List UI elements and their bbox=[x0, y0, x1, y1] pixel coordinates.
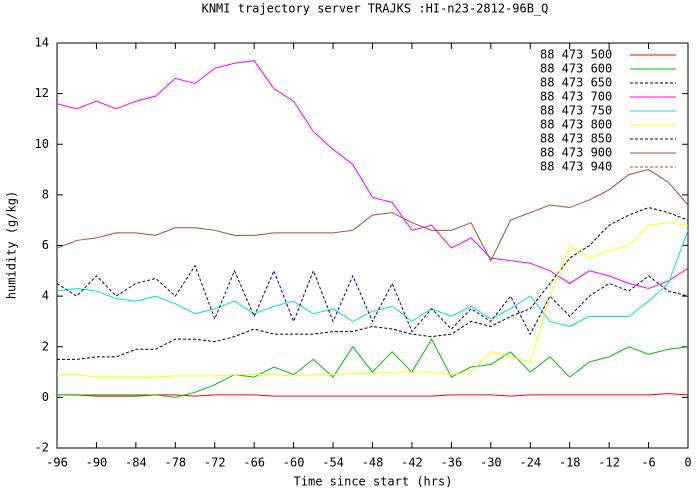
x-tick-label: -60 bbox=[283, 456, 305, 470]
y-tick-label: 12 bbox=[35, 86, 49, 100]
legend-label: 88 473 800 bbox=[540, 118, 612, 132]
series-line bbox=[57, 222, 689, 378]
x-tick-label: -96 bbox=[46, 456, 68, 470]
x-axis-label: Time since start (hrs) bbox=[294, 475, 453, 489]
x-tick-label: -42 bbox=[401, 456, 423, 470]
series-line bbox=[57, 207, 689, 360]
x-tick-label: -84 bbox=[125, 456, 147, 470]
x-tick-label: -12 bbox=[598, 456, 620, 470]
x-tick-label: -18 bbox=[559, 456, 581, 470]
x-tick-label: -72 bbox=[204, 456, 226, 470]
legend-label: 88 473 940 bbox=[540, 160, 612, 174]
x-tick-label: -6 bbox=[641, 456, 655, 470]
x-tick-label: -54 bbox=[322, 456, 344, 470]
legend-label: 88 473 600 bbox=[540, 62, 612, 76]
x-tick-label: -30 bbox=[480, 456, 502, 470]
y-tick-label: 8 bbox=[42, 187, 49, 201]
chart-title: KNMI trajectory server TRAJKS :HI-n23-28… bbox=[202, 2, 549, 16]
x-tick-label: -48 bbox=[362, 456, 384, 470]
y-tick-label: 6 bbox=[42, 238, 49, 252]
y-tick-label: 2 bbox=[42, 339, 49, 353]
legend-label: 88 473 650 bbox=[540, 76, 612, 90]
x-tick-label: -66 bbox=[243, 456, 265, 470]
legend-label: 88 473 750 bbox=[540, 104, 612, 118]
x-tick-label: -24 bbox=[519, 456, 541, 470]
legend-label: 88 473 900 bbox=[540, 146, 612, 160]
y-tick-label: 4 bbox=[42, 289, 49, 303]
legend-label: 88 473 850 bbox=[540, 132, 612, 146]
legend-label: 88 473 500 bbox=[540, 48, 612, 62]
series-line bbox=[56, 264, 689, 336]
x-tick-label: -78 bbox=[164, 456, 186, 470]
x-tick-label: -90 bbox=[86, 456, 108, 470]
legend-label: 88 473 700 bbox=[540, 90, 612, 104]
y-tick-label: 14 bbox=[35, 36, 49, 50]
series-line bbox=[56, 60, 689, 290]
y-tick-label: 10 bbox=[35, 137, 49, 151]
x-tick-label: -36 bbox=[441, 456, 463, 470]
series-line bbox=[57, 393, 689, 397]
y-tick-label: -2 bbox=[35, 441, 49, 455]
series-line bbox=[56, 169, 689, 262]
x-tick-label: 0 bbox=[684, 456, 691, 470]
series-line bbox=[56, 230, 689, 328]
y-tick-label: 0 bbox=[42, 390, 49, 404]
series-line bbox=[57, 338, 689, 398]
y-axis-label: humidity (g/kg) bbox=[5, 191, 19, 299]
